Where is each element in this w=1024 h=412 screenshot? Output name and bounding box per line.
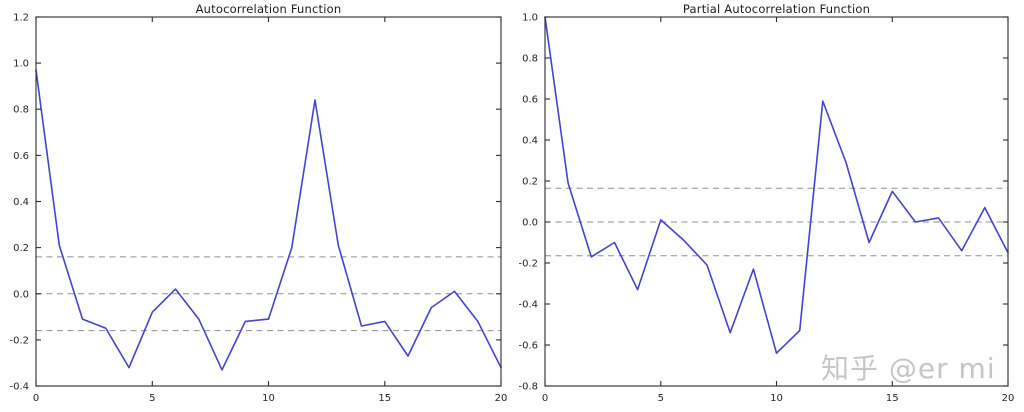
axes-frame <box>544 16 1009 387</box>
y-tick-label: 0.6 <box>13 151 29 162</box>
y-tick-label: 0.0 <box>522 218 538 229</box>
x-tick-label: 10 <box>770 393 783 404</box>
acf-plot-title: Autocorrelation Function <box>195 2 342 16</box>
x-tick-label: 20 <box>495 393 508 404</box>
y-tick-label: -0.8 <box>518 382 538 393</box>
acf-plot: 0 5 10 15 20 -0.4 -0.2 0.0 0.2 0.4 0.6 0.8 1.0 1.2 <box>9 13 507 405</box>
x-tick-label: 5 <box>149 393 155 404</box>
y-tick-label: 0.4 <box>13 197 29 208</box>
y-tick-label: -0.2 <box>518 259 538 270</box>
y-tick-label: 0.0 <box>13 289 29 300</box>
y-tick-label: 0.4 <box>522 136 538 147</box>
x-tick-label: 10 <box>262 393 275 404</box>
y-tick-label: 1.0 <box>13 59 29 70</box>
y-tick-label: -0.4 <box>518 300 538 311</box>
y-tick-label: -0.6 <box>518 341 538 352</box>
x-tick-label: 15 <box>378 393 391 404</box>
y-tick-label: 1.0 <box>522 13 538 24</box>
y-tick-label: 0.8 <box>13 105 29 116</box>
y-tick-label: 0.2 <box>522 177 538 188</box>
y-tick-label: -0.2 <box>9 335 29 346</box>
pacf-plot: 0 5 10 15 20 -0.8 -0.6 -0.4 -0.2 0.0 0.2 0.4 0.6 0.8 1… <box>518 13 1014 405</box>
y-tick-label: 0.2 <box>13 243 29 254</box>
series-line <box>35 69 502 371</box>
y-tick-label: 0.6 <box>522 95 538 106</box>
x-tick-label: 15 <box>886 393 899 404</box>
y-tick-label: 1.2 <box>13 13 29 24</box>
y-tick-label: 0.8 <box>522 54 538 65</box>
x-tick-label: 0 <box>542 393 548 404</box>
x-tick-label: 0 <box>33 393 39 404</box>
y-tick-label: -0.4 <box>9 382 29 393</box>
x-tick-label: 5 <box>658 393 664 404</box>
x-tick-label: 20 <box>1002 393 1015 404</box>
pacf-plot-title: Partial Autocorrelation Function <box>682 2 871 16</box>
series-line <box>544 16 1009 355</box>
